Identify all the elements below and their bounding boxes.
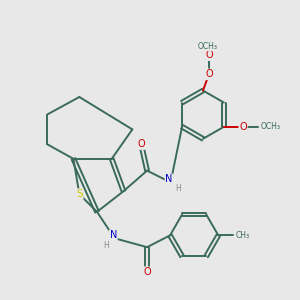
Text: S: S	[76, 189, 83, 199]
Text: H: H	[175, 184, 181, 193]
Text: O: O	[205, 69, 213, 79]
Text: OCH₃: OCH₃	[261, 122, 281, 131]
Text: CH₃: CH₃	[236, 231, 250, 240]
Text: H: H	[103, 241, 109, 250]
Text: O: O	[239, 122, 247, 132]
Text: N: N	[166, 174, 173, 184]
Text: N: N	[110, 230, 117, 240]
Text: OCH₃: OCH₃	[197, 42, 218, 51]
Text: O: O	[205, 50, 213, 60]
Text: O: O	[143, 267, 151, 277]
Text: O: O	[137, 139, 145, 149]
